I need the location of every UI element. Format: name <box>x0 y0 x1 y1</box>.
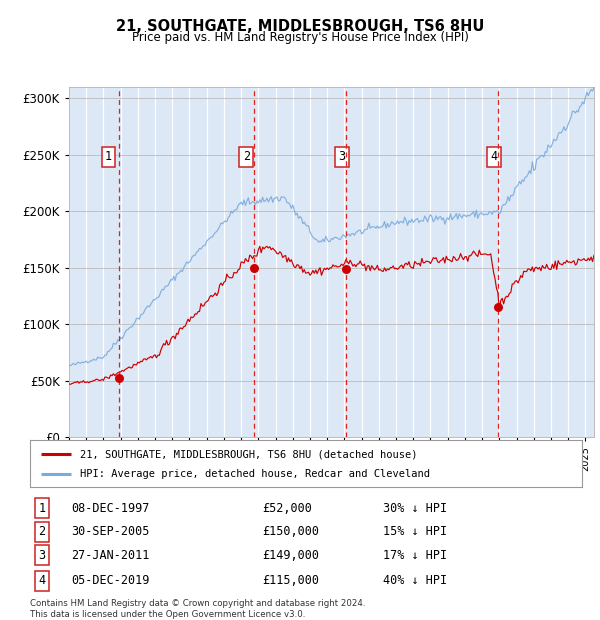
Text: HPI: Average price, detached house, Redcar and Cleveland: HPI: Average price, detached house, Redc… <box>80 469 430 479</box>
Text: £149,000: £149,000 <box>262 549 319 562</box>
Text: 4: 4 <box>491 151 498 163</box>
Text: 40% ↓ HPI: 40% ↓ HPI <box>383 574 448 587</box>
Text: Price paid vs. HM Land Registry's House Price Index (HPI): Price paid vs. HM Land Registry's House … <box>131 31 469 44</box>
Text: 2: 2 <box>38 525 46 538</box>
Text: 17% ↓ HPI: 17% ↓ HPI <box>383 549 448 562</box>
Text: £115,000: £115,000 <box>262 574 319 587</box>
Text: 21, SOUTHGATE, MIDDLESBROUGH, TS6 8HU: 21, SOUTHGATE, MIDDLESBROUGH, TS6 8HU <box>116 19 484 33</box>
Text: 3: 3 <box>338 151 346 163</box>
Text: 15% ↓ HPI: 15% ↓ HPI <box>383 525 448 538</box>
Text: 08-DEC-1997: 08-DEC-1997 <box>71 502 150 515</box>
Text: £52,000: £52,000 <box>262 502 312 515</box>
Text: 3: 3 <box>38 549 46 562</box>
Text: 4: 4 <box>38 574 46 587</box>
Text: Contains HM Land Registry data © Crown copyright and database right 2024.
This d: Contains HM Land Registry data © Crown c… <box>30 600 365 619</box>
Text: 30-SEP-2005: 30-SEP-2005 <box>71 525 150 538</box>
Text: 1: 1 <box>38 502 46 515</box>
Text: 27-JAN-2011: 27-JAN-2011 <box>71 549 150 562</box>
Text: 21, SOUTHGATE, MIDDLESBROUGH, TS6 8HU (detached house): 21, SOUTHGATE, MIDDLESBROUGH, TS6 8HU (d… <box>80 449 417 459</box>
Text: 05-DEC-2019: 05-DEC-2019 <box>71 574 150 587</box>
Text: 30% ↓ HPI: 30% ↓ HPI <box>383 502 448 515</box>
Text: 2: 2 <box>243 151 250 163</box>
Text: £150,000: £150,000 <box>262 525 319 538</box>
Text: 1: 1 <box>105 151 112 163</box>
